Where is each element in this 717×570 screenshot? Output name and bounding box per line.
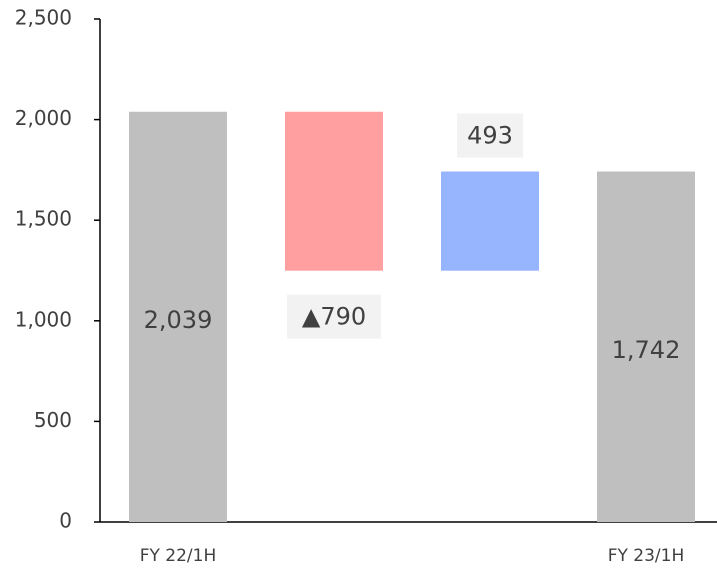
bar	[129, 111, 227, 522]
label-box	[457, 113, 523, 158]
y-tick-label: 0	[59, 509, 72, 533]
y-tick-label: 2,500	[15, 6, 72, 30]
value-label: 2,039	[144, 306, 213, 334]
value-label: 493	[467, 122, 513, 150]
x-tick-label: FY 22/1H	[140, 546, 217, 566]
y-tick-label: 1,000	[15, 307, 72, 331]
y-tick-label: 500	[34, 408, 72, 432]
bar	[285, 111, 383, 271]
x-tick-label: FY 23/1H	[608, 546, 685, 566]
value-label: 1,742	[612, 336, 681, 364]
y-tick-label: 2,000	[15, 106, 72, 130]
bar	[597, 171, 695, 523]
bar	[441, 171, 539, 271]
y-tick-label: 1,500	[15, 207, 72, 231]
label-box	[287, 294, 381, 339]
value-label: ▲790	[302, 303, 366, 331]
